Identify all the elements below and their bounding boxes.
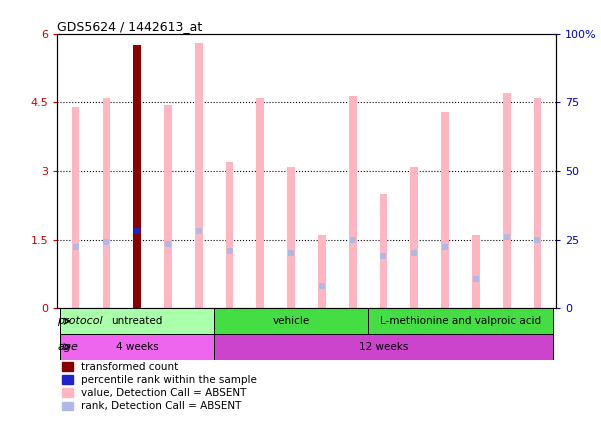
Bar — [441, 112, 449, 308]
Text: L-methionine and valproic acid: L-methionine and valproic acid — [380, 316, 541, 326]
Bar — [60, 334, 214, 360]
Bar — [164, 105, 172, 308]
Bar — [214, 334, 553, 360]
Bar — [380, 194, 387, 308]
Text: 4 weeks: 4 weeks — [116, 342, 159, 352]
Bar — [318, 235, 326, 308]
Bar — [534, 98, 542, 308]
Legend: transformed count, percentile rank within the sample, value, Detection Call = AB: transformed count, percentile rank withi… — [63, 362, 257, 412]
Text: age: age — [58, 342, 78, 352]
Bar — [257, 98, 264, 308]
Bar — [368, 308, 553, 334]
Bar — [226, 162, 233, 308]
Text: protocol: protocol — [58, 316, 103, 326]
Bar — [472, 235, 480, 308]
Bar — [287, 167, 295, 308]
Bar — [214, 308, 368, 334]
Bar — [60, 308, 214, 334]
Text: vehicle: vehicle — [272, 316, 310, 326]
Bar — [410, 167, 418, 308]
Text: 12 weeks: 12 weeks — [359, 342, 408, 352]
Bar — [133, 45, 141, 308]
Bar — [72, 107, 79, 308]
Text: GDS5624 / 1442613_at: GDS5624 / 1442613_at — [57, 20, 203, 33]
Bar — [103, 98, 110, 308]
Bar — [349, 96, 356, 308]
Bar — [195, 43, 203, 308]
Text: untreated: untreated — [111, 316, 163, 326]
Bar — [503, 93, 510, 308]
